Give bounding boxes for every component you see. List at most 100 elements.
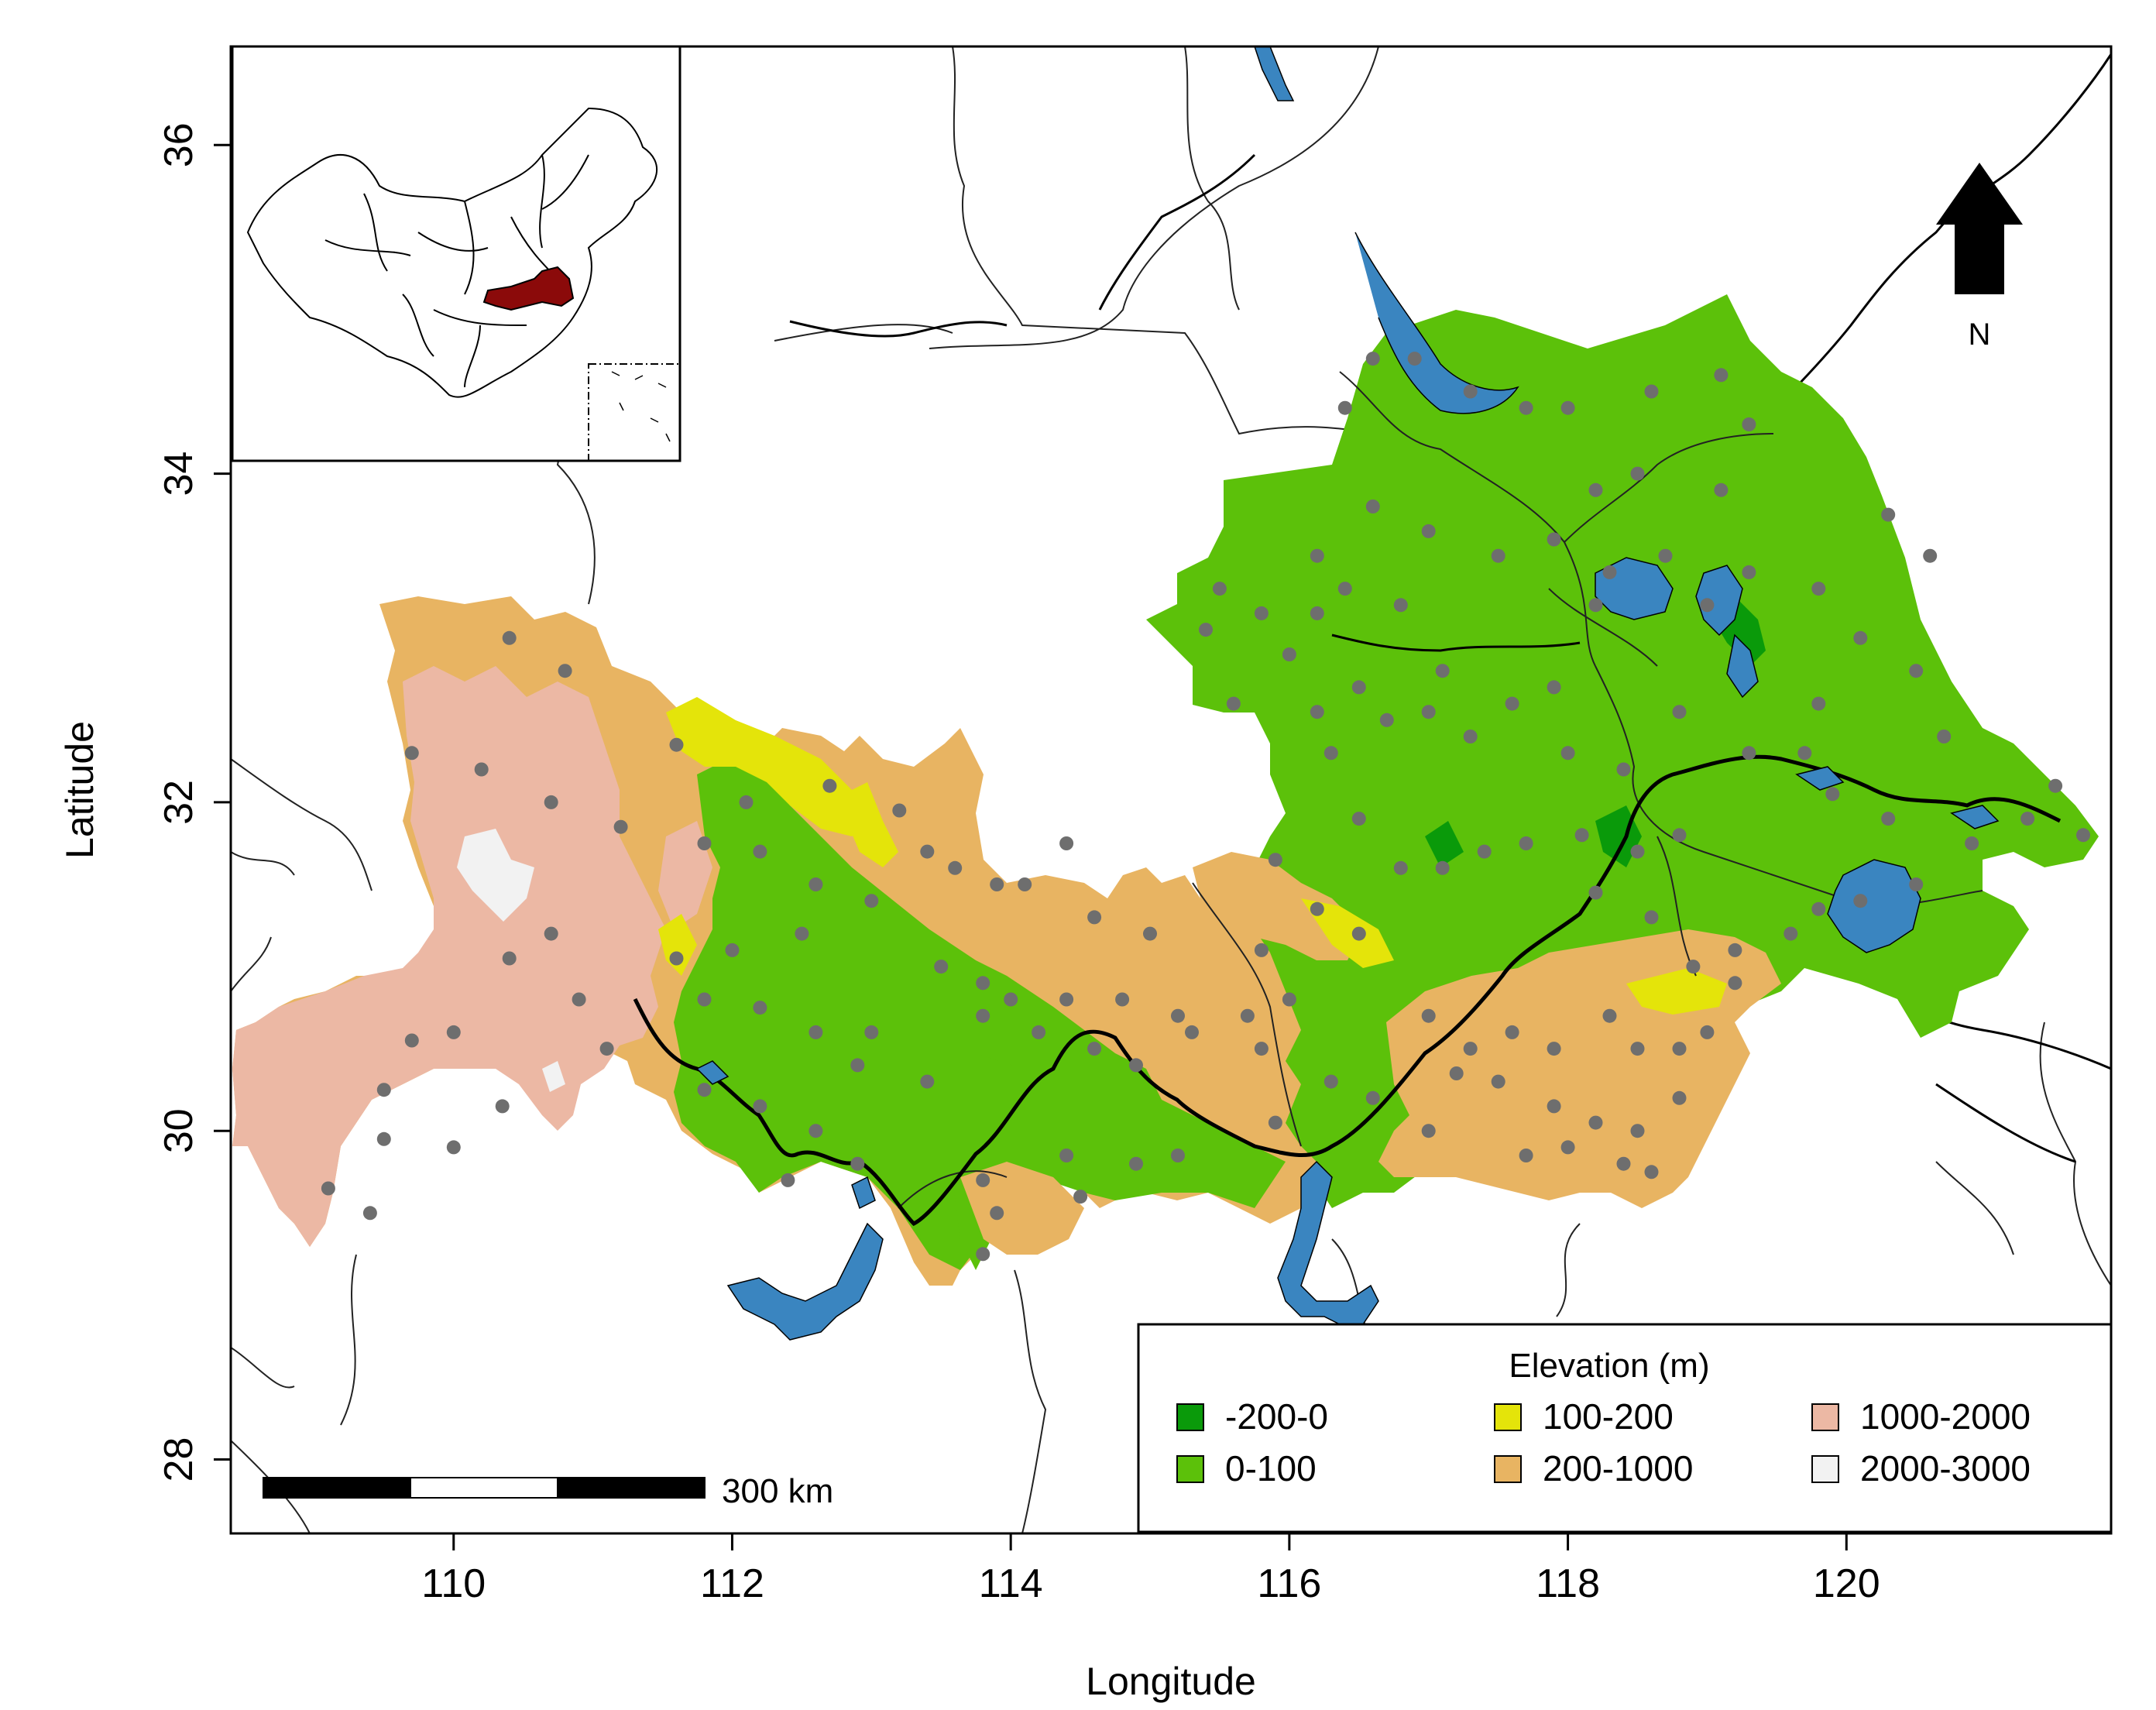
legend-title: Elevation (m) — [1509, 1347, 1709, 1385]
region-mid-hills — [1193, 852, 1363, 960]
station-point — [1700, 1025, 1715, 1039]
station-point — [1129, 1156, 1143, 1171]
station-point — [1644, 384, 1659, 399]
station-point — [1714, 368, 1729, 383]
station-point — [1588, 885, 1603, 900]
station-point — [599, 1042, 614, 1056]
y-tick-label: 36 — [156, 122, 201, 167]
station-point — [1212, 582, 1227, 596]
y-axis-label: Latitude — [58, 721, 101, 859]
station-point — [920, 1074, 935, 1089]
station-point — [2048, 778, 2063, 793]
station-point — [1018, 877, 1032, 891]
station-point — [495, 1099, 510, 1114]
station-point — [1742, 746, 1756, 761]
region-peaks-2 — [542, 1061, 565, 1092]
station-point — [1323, 1074, 1338, 1089]
yangtze-river — [633, 754, 2062, 1227]
legend-swatch — [1811, 1403, 1839, 1431]
legend-label: 1000-2000 — [1860, 1396, 2031, 1437]
inset-study-region — [482, 266, 575, 311]
station-point — [1393, 598, 1408, 613]
legend-items: -200-0 0-100 100-200 200-1000 1000-2000 2000-… — [1176, 1396, 2031, 1489]
station-point — [446, 1025, 461, 1039]
station-point — [892, 803, 907, 818]
station-point — [1644, 910, 1659, 925]
station-point — [1672, 1042, 1687, 1056]
station-point — [1171, 1008, 1185, 1023]
station-point — [1379, 712, 1394, 727]
station-points — [321, 352, 2090, 1262]
station-point — [1560, 746, 1575, 761]
station-point — [1547, 532, 1561, 547]
station-point — [1226, 696, 1241, 711]
station-point — [1004, 992, 1018, 1007]
coastline — [789, 53, 2111, 1163]
station-point — [1491, 548, 1505, 563]
station-point — [1825, 787, 1840, 802]
station-point — [1811, 901, 1826, 916]
inset-south-sea-islands — [611, 371, 671, 442]
legend-swatch — [1176, 1403, 1204, 1431]
station-point — [1365, 1090, 1380, 1105]
station-point — [544, 926, 558, 941]
station-point — [558, 664, 572, 678]
lake-gaoyou — [1726, 634, 1759, 699]
station-point — [1811, 582, 1826, 596]
station-point — [362, 1206, 377, 1221]
station-point — [1463, 384, 1478, 399]
y-tick-label: 30 — [156, 1108, 201, 1153]
lake-minor-3 — [1795, 766, 1845, 791]
lake-minor-1 — [695, 1060, 730, 1085]
station-point — [1672, 828, 1687, 843]
station-point — [1547, 1099, 1561, 1114]
station-point — [1630, 1124, 1645, 1138]
region-peaks — [457, 829, 534, 922]
station-point — [1602, 565, 1617, 579]
legend-swatch — [1811, 1455, 1839, 1483]
station-point — [572, 992, 586, 1007]
station-point — [739, 795, 754, 809]
station-point — [1686, 960, 1701, 974]
x-axis-label: Longitude — [1086, 1660, 1256, 1703]
station-point — [1728, 943, 1742, 957]
station-point — [1240, 1008, 1255, 1023]
station-point — [502, 951, 517, 966]
x-tick-label: 110 — [421, 1561, 486, 1606]
station-point — [1881, 812, 1896, 826]
station-point — [1505, 696, 1519, 711]
station-point — [1560, 400, 1575, 415]
legend-swatch — [1494, 1455, 1522, 1483]
station-point — [613, 819, 628, 834]
region-mountains — [232, 666, 666, 1247]
station-point — [1185, 1025, 1199, 1039]
north-arrow-label: N — [1969, 318, 1991, 352]
station-point — [1449, 1066, 1464, 1080]
station-point — [669, 737, 684, 752]
station-point — [808, 1124, 823, 1138]
station-point — [1365, 352, 1380, 366]
station-point — [1658, 548, 1673, 563]
station-point — [1909, 877, 1924, 891]
station-point — [2020, 812, 2035, 826]
y-tick-label: 28 — [156, 1437, 201, 1482]
station-point — [1268, 853, 1282, 867]
x-tick-label: 118 — [1536, 1561, 1600, 1606]
station-point — [1909, 664, 1924, 678]
station-point — [934, 960, 949, 974]
station-point — [1310, 705, 1324, 719]
lake-danjiangkou — [1254, 46, 1295, 101]
region-mid-yellow — [1301, 898, 1394, 968]
station-point — [446, 1140, 461, 1155]
station-point — [1742, 417, 1756, 431]
station-point — [669, 951, 684, 966]
station-point — [1700, 598, 1715, 613]
station-point — [321, 1181, 335, 1196]
station-point — [1310, 901, 1324, 916]
lake-dongting — [726, 1222, 884, 1341]
station-point — [1853, 630, 1868, 645]
lake-taihu — [1827, 859, 1921, 953]
station-point — [697, 836, 712, 850]
station-point — [1129, 1058, 1143, 1073]
